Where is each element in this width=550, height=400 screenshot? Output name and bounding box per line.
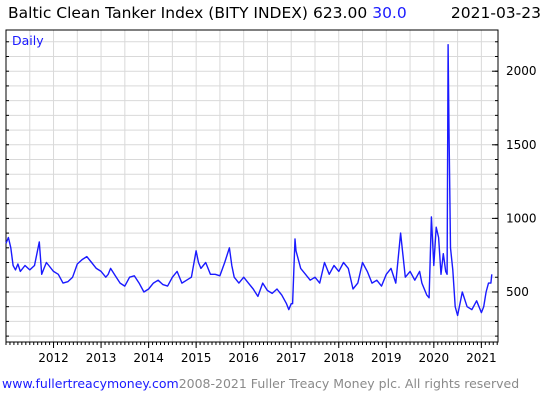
website-link[interactable]: www.fullertreacymoney.com (2, 376, 179, 391)
x-tick-label: 2018 (323, 351, 354, 365)
plot-area (6, 30, 498, 342)
x-tick-label: 2013 (86, 351, 117, 365)
frequency-label: Daily (12, 33, 44, 48)
copyright-text: 2008-2021 Fuller Treacy Money plc. All r… (178, 376, 520, 391)
chart-header: Baltic Clean Tanker Index (BITY INDEX) 62… (8, 4, 548, 28)
series-line (5, 44, 493, 317)
x-tick-label: 2017 (276, 351, 307, 365)
last-value: 623.00 (312, 4, 368, 22)
footer: www.fullertreacymoney.com2008-2021 Fulle… (2, 376, 548, 396)
x-tick-label: 2014 (133, 351, 164, 365)
change-value: 30.0 (372, 4, 407, 22)
x-tick-label: 2012 (38, 351, 69, 365)
y-tick-label: 1000 (506, 211, 537, 225)
x-tick-label: 2016 (228, 351, 259, 365)
x-tick-label: 2015 (181, 351, 212, 365)
quote-date: 2021-03-23 (450, 4, 541, 22)
y-tick-label: 2000 (506, 64, 537, 78)
x-tick-label: 2019 (371, 351, 402, 365)
x-tick-label: 2021 (466, 351, 497, 365)
chart-title: Baltic Clean Tanker Index (BITY INDEX) (8, 4, 308, 22)
y-tick-label: 500 (506, 285, 529, 299)
x-tick-label: 2020 (419, 351, 450, 365)
price-chart: 500 1000 1500 2000 2012 2013 2014 2015 2016 2017 2… (5, 29, 537, 365)
y-tick-label: 1500 (506, 138, 537, 152)
